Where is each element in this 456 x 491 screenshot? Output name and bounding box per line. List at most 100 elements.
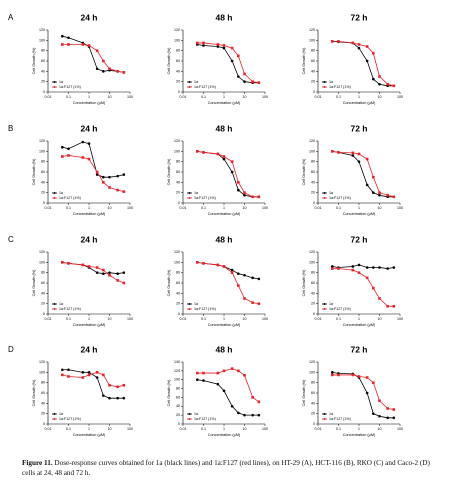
- data-point: [251, 276, 254, 280]
- data-point: [257, 81, 261, 84]
- legend-marker: [53, 418, 56, 420]
- data-point: [378, 82, 381, 86]
- legend-label: 1a: [194, 80, 198, 84]
- legend-label: 1a: [329, 302, 333, 306]
- data-point: [87, 371, 91, 374]
- data-point: [378, 191, 381, 194]
- data-point: [67, 36, 70, 40]
- data-point: [372, 191, 375, 194]
- y-tick-label: 80: [41, 160, 45, 164]
- y-tick-label: 20: [41, 302, 45, 306]
- y-tick-label: 20: [176, 302, 180, 306]
- legend-label: 1a: [329, 191, 333, 195]
- data-point: [331, 40, 334, 43]
- y-tick-label: 40: [176, 180, 180, 184]
- y-tick-label: 0: [178, 90, 180, 94]
- data-point: [102, 59, 105, 63]
- data-point: [372, 412, 375, 415]
- y-tick-label: 80: [176, 387, 180, 391]
- data-point: [251, 413, 254, 417]
- data-point: [81, 371, 85, 374]
- series-line: [62, 35, 124, 73]
- y-tick-label: 60: [176, 59, 180, 63]
- y-tick-label: 100: [174, 149, 180, 153]
- legend-label: 1a: [59, 302, 63, 306]
- data-point: [196, 41, 199, 45]
- data-point: [243, 193, 246, 197]
- data-point: [378, 266, 381, 269]
- data-point: [95, 376, 99, 379]
- x-tick-label: 10: [243, 317, 247, 321]
- x-tick-label: 1: [88, 95, 90, 99]
- chart-title: 48 h: [215, 234, 232, 244]
- y-tick-label: 60: [176, 170, 180, 174]
- y-tick-label: 120: [174, 139, 180, 143]
- x-tick-label: 0.1: [336, 317, 341, 321]
- data-point: [351, 41, 355, 45]
- y-tick-label: 80: [176, 160, 180, 164]
- data-point: [372, 381, 375, 384]
- legend-label: 1a:F127 (1%): [329, 85, 351, 89]
- y-tick-label: 80: [311, 160, 315, 164]
- y-tick-label: 0: [43, 201, 45, 205]
- x-tick-label: 0.01: [315, 95, 322, 99]
- series-line: [197, 42, 259, 84]
- y-tick-label: 40: [311, 291, 315, 295]
- x-tick-label: 100: [397, 95, 403, 99]
- series-line: [332, 374, 394, 410]
- data-point: [102, 272, 105, 276]
- data-point: [351, 154, 355, 157]
- data-point: [61, 373, 64, 377]
- x-tick-label: 0.01: [315, 317, 322, 321]
- data-point: [386, 82, 389, 86]
- x-tick-label: 0.01: [180, 427, 187, 431]
- data-point: [243, 72, 246, 76]
- data-point: [230, 170, 234, 174]
- data-point: [372, 51, 375, 55]
- x-tick-label: 1: [358, 427, 360, 431]
- data-point: [87, 265, 91, 268]
- legend-marker: [188, 197, 191, 199]
- data-point: [351, 373, 355, 377]
- data-point: [392, 408, 396, 411]
- x-tick-label: 0.1: [66, 206, 71, 210]
- x-tick-label: 0.01: [45, 206, 52, 210]
- data-point: [216, 43, 220, 46]
- data-point: [243, 297, 246, 300]
- data-point: [243, 373, 246, 377]
- x-axis-label: Concentration (μM): [343, 323, 376, 327]
- data-point: [87, 373, 91, 377]
- x-tick-label: 0.01: [45, 427, 52, 431]
- data-point: [81, 376, 85, 379]
- legend-label: 1a:F127 (1%): [59, 85, 81, 89]
- data-point: [251, 396, 254, 399]
- y-tick-label: 80: [176, 49, 180, 53]
- y-tick-label: 60: [41, 59, 45, 63]
- data-point: [372, 77, 375, 81]
- y-tick-label: 20: [176, 191, 180, 195]
- data-point: [378, 75, 381, 78]
- data-point: [196, 261, 199, 264]
- y-axis-label: Cell Growth (%): [32, 47, 36, 75]
- series-line: [332, 371, 394, 419]
- data-point: [196, 371, 199, 375]
- data-point: [81, 263, 85, 267]
- data-point: [365, 376, 369, 379]
- data-point: [108, 271, 111, 274]
- x-tick-label: 0.01: [315, 206, 322, 210]
- x-tick-label: 100: [127, 317, 133, 321]
- x-axis-label: Concentration (μM): [73, 101, 106, 105]
- y-tick-label: 0: [43, 422, 45, 426]
- y-tick-label: 100: [309, 260, 315, 264]
- data-point: [243, 80, 246, 83]
- x-tick-label: 1: [88, 317, 90, 321]
- y-tick-label: 100: [39, 260, 45, 264]
- y-tick-label: 60: [311, 281, 315, 285]
- x-tick-label: 100: [397, 206, 403, 210]
- y-tick-label: 80: [311, 271, 315, 275]
- data-point: [392, 266, 396, 269]
- y-tick-label: 80: [176, 271, 180, 275]
- y-tick-label: 40: [41, 291, 45, 295]
- y-tick-label: 100: [174, 378, 180, 382]
